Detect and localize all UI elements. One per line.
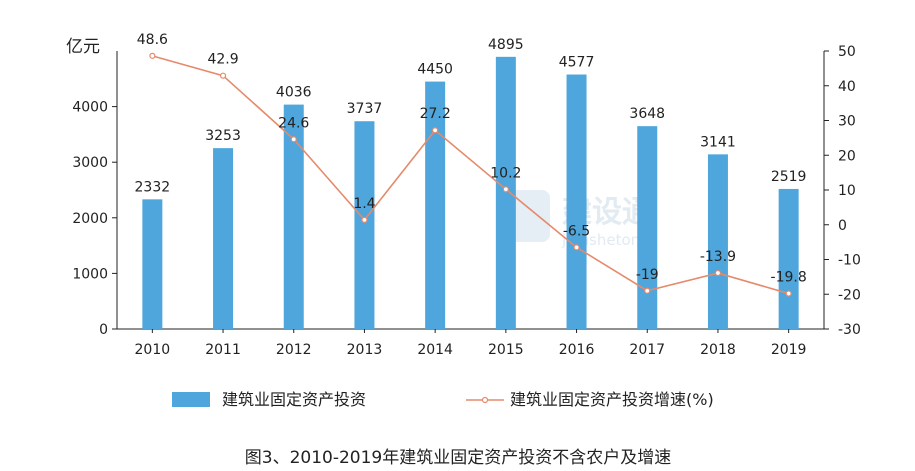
line-value-label: 48.6: [137, 32, 168, 48]
bar: [425, 81, 446, 329]
line-point: [290, 136, 297, 143]
line-value-label: -19.8: [771, 270, 807, 286]
y2-tick-label: -30: [838, 322, 861, 338]
x-tick-label: 2018: [700, 342, 736, 358]
bar: [778, 188, 799, 329]
line-point: [361, 216, 368, 223]
bar: [283, 104, 304, 330]
line-point: [714, 269, 722, 277]
growth-line: [152, 55, 789, 295]
bar-value-label: 3737: [347, 101, 383, 117]
legend-bar-label: 建筑业固定资产投资: [222, 390, 366, 409]
line-value-label: 10.2: [490, 165, 521, 181]
legend: 建筑业固定资产投资 建筑业固定资产投资增速(%): [172, 390, 714, 409]
line-point: [644, 287, 651, 294]
y-axis-label: 亿元: [66, 37, 100, 57]
legend-line-label: 建筑业固定资产投资增速(%): [510, 390, 714, 409]
bar: [213, 148, 234, 329]
y2-tick-label: 10: [838, 183, 856, 199]
y-tick-label: 1000: [72, 266, 108, 282]
x-tick-label: 2016: [559, 342, 595, 358]
y2-tick-label: 30: [838, 114, 856, 130]
x-tick-label: 2017: [629, 342, 665, 358]
y2-tick-label: 0: [838, 218, 847, 234]
line-value-label: 24.6: [278, 115, 309, 131]
bar: [495, 56, 516, 329]
line-value-label: -19: [636, 267, 659, 283]
plot-area: 0 1000 2000 3000 4000 -30 -20 -10 0 10 20 30 40 50 233…: [72, 32, 861, 358]
x-tick-label: 2012: [276, 342, 312, 358]
x-tick-label: 2014: [417, 342, 453, 358]
bar: [707, 154, 728, 329]
bar: [566, 74, 587, 329]
bar: [354, 121, 375, 329]
y-tick-label: 4000: [72, 100, 108, 116]
y-tick-label: 0: [99, 322, 108, 338]
bar-value-label: 4895: [488, 37, 524, 53]
bar-value-label: 3648: [629, 106, 665, 122]
x-tick-label: 2015: [488, 342, 524, 358]
line-point: [573, 244, 580, 251]
line-point: [219, 72, 227, 79]
y-tick-label: 2000: [72, 211, 108, 227]
bar: [142, 199, 163, 329]
y2-tick-label: -20: [838, 287, 861, 303]
y2-tick-label: 50: [838, 44, 856, 60]
bar-value-label: 2332: [135, 179, 171, 195]
y2-tick-label: 20: [838, 148, 856, 164]
x-tick-label: 2011: [205, 342, 241, 358]
x-tick-label: 2013: [347, 342, 383, 358]
line-point: [785, 290, 792, 297]
bar-value-label: 4450: [417, 62, 453, 78]
bar-value-label: 3141: [700, 134, 736, 150]
line-point: [502, 186, 509, 193]
x-tick-label: 2010: [135, 342, 171, 358]
y-tick-label: 3000: [72, 155, 108, 171]
bar-value-label: 3253: [205, 128, 241, 144]
bar-value-label: 4577: [559, 55, 595, 71]
line-point: [149, 52, 156, 59]
line-value-label: 1.4: [353, 196, 375, 212]
line-value-label: -6.5: [563, 223, 590, 239]
legend-line-marker: [481, 396, 489, 404]
line-point: [432, 127, 439, 134]
y2-tick-label: 40: [838, 79, 856, 95]
chart-caption: 图3、2010-2019年建筑业固定资产投资不含农户及增速: [245, 448, 671, 468]
legend-bar-swatch: [172, 392, 210, 407]
line-value-label: 27.2: [420, 106, 451, 122]
x-tick-label: 2019: [771, 342, 807, 358]
bar: [637, 126, 658, 329]
line-value-label: 42.9: [207, 52, 238, 68]
bar-value-label: 2519: [771, 169, 807, 185]
line-value-label: -13.9: [700, 249, 736, 265]
y2-tick-label: -10: [838, 253, 861, 269]
bar-value-label: 4036: [276, 85, 312, 101]
